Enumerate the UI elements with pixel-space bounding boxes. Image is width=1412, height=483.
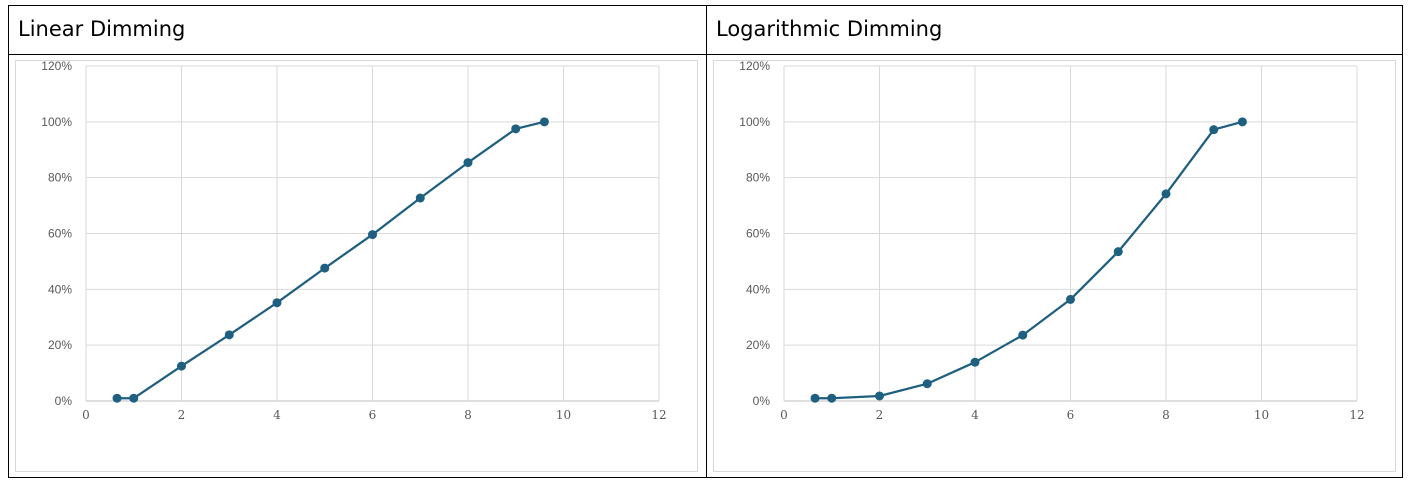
- data-point: [875, 391, 884, 401]
- data-point: [272, 298, 282, 308]
- y-tick-label: 60%: [746, 227, 770, 241]
- logarithmic-chart-svg: 0% 20% 40% 60% 80% 100% 120% 0 2 4 6 8 10 12: [739, 61, 1364, 422]
- x-tick-label: 4: [273, 408, 281, 422]
- x-tick-label: 8: [1162, 408, 1170, 422]
- data-point: [810, 393, 820, 403]
- logarithmic-chart: 0% 20% 40% 60% 80% 100% 120% 0 2 4 6 8 10 12: [713, 60, 1396, 472]
- y-tick-label: 60%: [48, 227, 72, 241]
- data-point: [1209, 125, 1219, 135]
- x-tick-label: 10: [1254, 408, 1269, 422]
- y-tick-label: 0%: [55, 394, 73, 408]
- data-point: [539, 117, 549, 127]
- y-tick-label: 40%: [48, 282, 72, 296]
- data-point: [1113, 247, 1123, 257]
- x-tick-label: 0: [82, 408, 90, 422]
- y-tick-label: 40%: [746, 282, 770, 296]
- x-tick-label: 8: [464, 408, 472, 422]
- data-point: [1066, 294, 1075, 304]
- linear-chart: 0% 20% 40% 60% 80% 100% 120% 0 2 4 6 8 10 12: [15, 60, 698, 472]
- y-tick-label: 20%: [746, 338, 770, 352]
- linear-chart-cell: 0% 20% 40% 60% 80% 100% 120% 0 2 4 6 8 10 12: [9, 55, 706, 477]
- y-tick-label: 120%: [41, 61, 72, 73]
- y-tick-label: 100%: [41, 115, 72, 129]
- data-point: [224, 330, 234, 340]
- data-point: [970, 357, 980, 367]
- data-point: [129, 393, 139, 403]
- x-tick-label: 2: [178, 408, 186, 422]
- data-point: [922, 379, 932, 389]
- y-tick-label: 0%: [753, 394, 771, 408]
- x-tick-label: 0: [780, 408, 788, 422]
- x-tick-label: 10: [556, 408, 571, 422]
- y-tick-label: 120%: [739, 61, 770, 73]
- x-tick-label: 6: [369, 408, 377, 422]
- data-point: [827, 393, 837, 403]
- header-logarithmic: Logarithmic Dimming: [706, 6, 1402, 55]
- data-point: [112, 393, 122, 403]
- data-point: [511, 124, 521, 134]
- y-tick-label: 80%: [48, 171, 72, 185]
- data-point: [1018, 330, 1028, 340]
- x-tick-label: 12: [651, 408, 666, 422]
- logarithmic-chart-cell: 0% 20% 40% 60% 80% 100% 120% 0 2 4 6 8 10 12: [706, 55, 1402, 477]
- y-tick-label: 20%: [48, 338, 72, 352]
- header-linear: Linear Dimming: [9, 6, 706, 55]
- comparison-table: Linear Dimming Logarithmic Dimming 0% 20%…: [8, 5, 1403, 478]
- data-point: [1237, 117, 1247, 127]
- x-tick-label: 4: [971, 408, 979, 422]
- y-tick-label: 100%: [739, 115, 770, 129]
- data-point: [368, 230, 377, 240]
- data-point: [463, 158, 473, 168]
- linear-chart-svg: 0% 20% 40% 60% 80% 100% 120% 0 2 4 6 8 10 12: [41, 61, 666, 422]
- data-point: [177, 361, 186, 371]
- y-tick-label: 80%: [746, 171, 770, 185]
- x-tick-label: 12: [1349, 408, 1364, 422]
- x-tick-label: 2: [876, 408, 884, 422]
- data-point: [415, 193, 425, 203]
- data-point: [320, 263, 330, 273]
- x-tick-label: 6: [1067, 408, 1075, 422]
- data-point: [1161, 189, 1171, 199]
